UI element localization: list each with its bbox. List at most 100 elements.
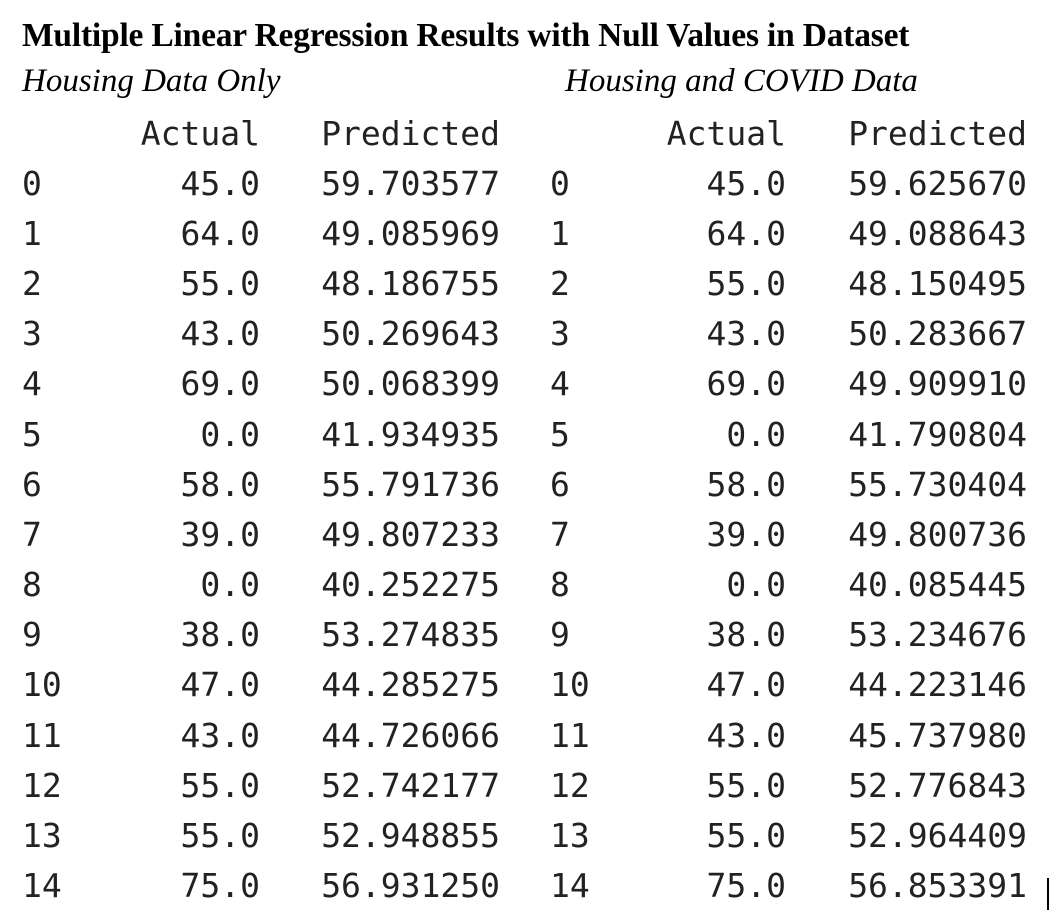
table-row: 14 75.0 56.853391 <box>550 861 1027 911</box>
row-index-cell: 1 <box>22 213 42 253</box>
row-index-cell: 13 <box>22 816 62 856</box>
table-row: 4 69.0 50.068399 <box>22 359 500 409</box>
predicted-value-cell: 49.085969 <box>321 213 500 253</box>
row-index-cell: 10 <box>550 665 590 705</box>
table-row: 10 47.0 44.223146 <box>550 660 1027 710</box>
table-row: 6 58.0 55.791736 <box>22 459 500 509</box>
actual-value-cell: 75.0 <box>706 866 786 906</box>
actual-value-cell: 55.0 <box>180 765 260 805</box>
row-index-cell: 0 <box>22 163 42 203</box>
row-index-cell: 11 <box>22 715 62 755</box>
row-index-cell: 5 <box>550 414 570 454</box>
actual-value-cell: 43.0 <box>180 715 260 755</box>
predicted-value-cell: 52.948855 <box>321 816 500 856</box>
predicted-value-cell: 48.186755 <box>321 263 500 303</box>
actual-value-cell: 47.0 <box>706 665 786 705</box>
table-row: 13 55.0 52.948855 <box>22 810 500 860</box>
predicted-value-cell: 50.068399 <box>321 364 500 404</box>
predicted-value-cell: 48.150495 <box>848 263 1027 303</box>
predicted-value-cell: 44.285275 <box>321 665 500 705</box>
right-table-subtitle: Housing and COVID Data <box>565 63 918 99</box>
predicted-value-cell: 44.223146 <box>848 665 1027 705</box>
predicted-value-cell: 56.853391 <box>848 866 1027 906</box>
actual-value-cell: 0.0 <box>726 565 786 605</box>
predicted-header: Predicted <box>848 113 1027 153</box>
row-index-cell: 11 <box>550 715 590 755</box>
row-index-cell: 2 <box>550 263 570 303</box>
actual-value-cell: 0.0 <box>200 414 260 454</box>
actual-value-cell: 64.0 <box>180 213 260 253</box>
housing-only-results-table: Actual Predicted 0 45.0 59.703577 1 64.0 49.0… <box>22 108 500 911</box>
predicted-value-cell: 52.742177 <box>321 765 500 805</box>
row-index-cell: 6 <box>550 464 570 504</box>
actual-value-cell: 43.0 <box>706 314 786 354</box>
table-row: 11 43.0 44.726066 <box>22 710 500 760</box>
housing-covid-results-table: Actual Predicted 0 45.0 59.625670 1 64.0 49.0… <box>550 108 1027 911</box>
actual-value-cell: 47.0 <box>180 665 260 705</box>
table-row: 3 43.0 50.283667 <box>550 309 1027 359</box>
predicted-value-cell: 40.085445 <box>848 565 1027 605</box>
table-row: 11 43.0 45.737980 <box>550 710 1027 760</box>
left-table-subtitle: Housing Data Only <box>22 63 281 99</box>
table-header-row: Actual Predicted <box>22 108 500 158</box>
actual-value-cell: 55.0 <box>706 263 786 303</box>
row-index-cell: 9 <box>22 615 42 655</box>
table-row: 1 64.0 49.085969 <box>22 208 500 258</box>
predicted-value-cell: 44.726066 <box>321 715 500 755</box>
table-row: 8 0.0 40.252275 <box>22 560 500 610</box>
table-row: 0 45.0 59.625670 <box>550 158 1027 208</box>
table-row: 6 58.0 55.730404 <box>550 459 1027 509</box>
actual-value-cell: 39.0 <box>706 514 786 554</box>
table-row: 9 38.0 53.274835 <box>22 610 500 660</box>
row-index-cell: 12 <box>22 765 62 805</box>
index-header <box>22 108 92 158</box>
predicted-value-cell: 59.703577 <box>321 163 500 203</box>
actual-value-cell: 75.0 <box>180 866 260 906</box>
predicted-value-cell: 55.791736 <box>321 464 500 504</box>
actual-value-cell: 58.0 <box>180 464 260 504</box>
predicted-value-cell: 50.269643 <box>321 314 500 354</box>
table-row: 7 39.0 49.807233 <box>22 509 500 559</box>
table-row: 13 55.0 52.964409 <box>550 810 1027 860</box>
table-row: 8 0.0 40.085445 <box>550 560 1027 610</box>
actual-header: Actual <box>666 113 786 153</box>
predicted-value-cell: 50.283667 <box>848 314 1027 354</box>
table-row: 3 43.0 50.269643 <box>22 309 500 359</box>
table-header-row: Actual Predicted <box>550 108 1027 158</box>
table-row: 0 45.0 59.703577 <box>22 158 500 208</box>
row-index-cell: 9 <box>550 615 570 655</box>
table-row: 7 39.0 49.800736 <box>550 509 1027 559</box>
table-row: 12 55.0 52.776843 <box>550 760 1027 810</box>
actual-value-cell: 45.0 <box>180 163 260 203</box>
row-index-cell: 7 <box>22 514 42 554</box>
predicted-value-cell: 49.800736 <box>848 514 1027 554</box>
row-index-cell: 10 <box>22 665 62 705</box>
predicted-value-cell: 45.737980 <box>848 715 1027 755</box>
actual-value-cell: 55.0 <box>706 816 786 856</box>
table-row: 5 0.0 41.934935 <box>22 409 500 459</box>
actual-value-cell: 58.0 <box>706 464 786 504</box>
predicted-value-cell: 49.807233 <box>321 514 500 554</box>
predicted-value-cell: 41.790804 <box>848 414 1027 454</box>
actual-value-cell: 43.0 <box>180 314 260 354</box>
row-index-cell: 2 <box>22 263 42 303</box>
table-row: 10 47.0 44.285275 <box>22 660 500 710</box>
row-index-cell: 0 <box>550 163 570 203</box>
predicted-value-cell: 53.274835 <box>321 615 500 655</box>
row-index-cell: 12 <box>550 765 590 805</box>
predicted-value-cell: 41.934935 <box>321 414 500 454</box>
row-index-cell: 4 <box>550 364 570 404</box>
row-index-cell: 14 <box>550 866 590 906</box>
predicted-value-cell: 56.931250 <box>321 866 500 906</box>
row-index-cell: 6 <box>22 464 42 504</box>
table-row: 9 38.0 53.234676 <box>550 610 1027 660</box>
table-row: 4 69.0 49.909910 <box>550 359 1027 409</box>
predicted-value-cell: 49.909910 <box>848 364 1027 404</box>
row-index-cell: 4 <box>22 364 42 404</box>
predicted-value-cell: 52.776843 <box>848 765 1027 805</box>
text-cursor <box>1047 878 1049 910</box>
predicted-value-cell: 53.234676 <box>848 615 1027 655</box>
table-row: 2 55.0 48.150495 <box>550 258 1027 308</box>
row-index-cell: 13 <box>550 816 590 856</box>
row-index-cell: 1 <box>550 213 570 253</box>
